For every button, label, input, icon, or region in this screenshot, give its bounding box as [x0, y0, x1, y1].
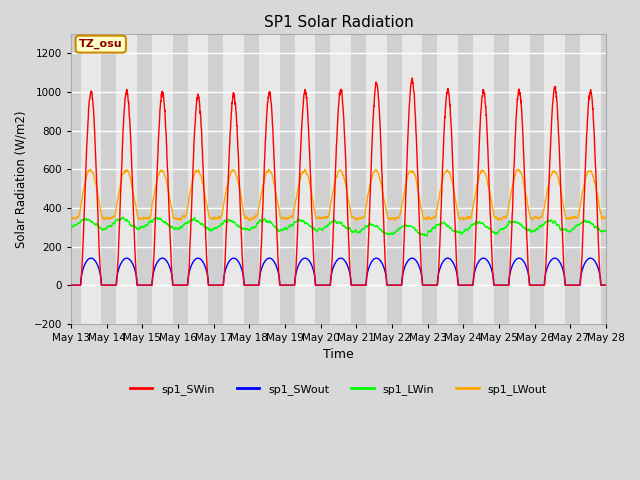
sp1_LWout [67, 215, 75, 221]
sp1_SWout [216, 282, 224, 288]
sp1_SWin [354, 282, 362, 288]
sp1_LWout [265, 167, 273, 172]
sp1_LWin [119, 214, 127, 220]
sp1_LWin [556, 223, 563, 229]
sp1_SWout [587, 255, 595, 261]
Bar [214, 34, 250, 324]
sp1_LWout [556, 180, 563, 186]
sp1_SWout [67, 282, 75, 288]
sp1_LWout [602, 214, 610, 220]
Title: SP1 Solar Radiation: SP1 Solar Radiation [264, 15, 413, 30]
Bar [509, 34, 529, 324]
sp1_SWout [555, 258, 563, 264]
Bar [570, 34, 606, 324]
Line: sp1_SWout: sp1_SWout [71, 258, 606, 285]
sp1_SWin [494, 282, 502, 288]
Bar [223, 34, 244, 324]
Bar [545, 34, 565, 324]
Bar [285, 34, 321, 324]
Bar [81, 34, 101, 324]
sp1_LWout [366, 182, 374, 188]
sp1_SWin [216, 282, 224, 288]
sp1_SWin [570, 282, 578, 288]
sp1_SWout [602, 282, 610, 288]
sp1_SWout [365, 264, 373, 269]
sp1_LWout [570, 216, 578, 221]
sp1_SWout [354, 282, 362, 288]
Y-axis label: Solar Radiation (W/m2): Solar Radiation (W/m2) [15, 110, 28, 248]
Bar [178, 34, 214, 324]
Bar [356, 34, 392, 324]
sp1_SWin [365, 215, 373, 221]
sp1_LWin [216, 223, 224, 228]
sp1_LWin [602, 228, 610, 234]
Bar [392, 34, 428, 324]
Line: sp1_LWin: sp1_LWin [71, 217, 606, 236]
Bar [259, 34, 280, 324]
Bar [499, 34, 534, 324]
sp1_LWin [495, 230, 502, 236]
Bar [366, 34, 387, 324]
sp1_LWin [354, 230, 362, 236]
Bar [116, 34, 137, 324]
Bar [330, 34, 351, 324]
sp1_LWout [355, 215, 362, 220]
sp1_SWout [494, 282, 502, 288]
Bar [142, 34, 178, 324]
sp1_SWin [555, 140, 563, 145]
Bar [463, 34, 499, 324]
X-axis label: Time: Time [323, 348, 354, 361]
Bar [71, 34, 107, 324]
sp1_LWout [216, 216, 224, 222]
Bar [294, 34, 316, 324]
Bar [580, 34, 601, 324]
sp1_SWin [67, 282, 75, 288]
Bar [250, 34, 285, 324]
sp1_LWout [246, 217, 253, 223]
Bar [428, 34, 463, 324]
Line: sp1_LWout: sp1_LWout [71, 169, 606, 220]
Bar [437, 34, 458, 324]
Line: sp1_SWin: sp1_SWin [71, 78, 606, 285]
Bar [321, 34, 356, 324]
Legend: sp1_SWin, sp1_SWout, sp1_LWin, sp1_LWout: sp1_SWin, sp1_SWout, sp1_LWin, sp1_LWout [126, 380, 551, 399]
sp1_SWin [408, 75, 416, 81]
Bar [534, 34, 570, 324]
Bar [402, 34, 422, 324]
Bar [107, 34, 142, 324]
sp1_LWin [67, 223, 75, 229]
Bar [188, 34, 209, 324]
Text: TZ_osu: TZ_osu [79, 39, 123, 49]
sp1_LWin [570, 226, 578, 231]
Bar [473, 34, 494, 324]
sp1_SWout [570, 282, 577, 288]
Bar [152, 34, 173, 324]
sp1_LWin [366, 221, 374, 227]
sp1_SWin [602, 282, 610, 288]
sp1_LWin [423, 233, 431, 239]
sp1_LWout [495, 217, 502, 223]
